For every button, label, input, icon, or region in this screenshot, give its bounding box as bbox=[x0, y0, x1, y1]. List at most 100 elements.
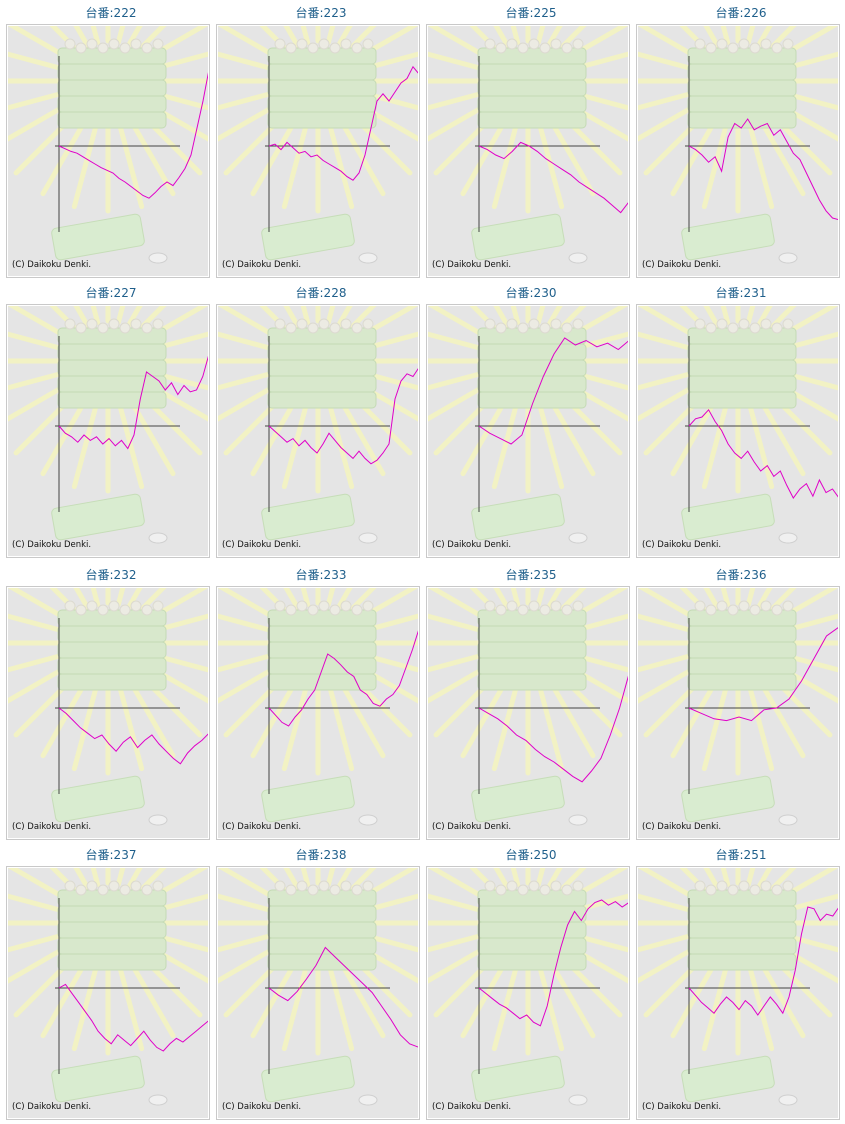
medal-tray-decoration bbox=[57, 359, 167, 377]
medal-box-decoration bbox=[681, 1055, 775, 1103]
medal-coin-decoration bbox=[506, 318, 518, 330]
graph-frame[interactable]: (C) Daikoku Denki. bbox=[6, 866, 210, 1120]
machine-number-label[interactable]: 台番:226 bbox=[715, 6, 767, 20]
slump-graph: (C) Daikoku Denki. bbox=[428, 306, 628, 556]
graph-frame[interactable]: (C) Daikoku Denki. bbox=[216, 24, 420, 278]
machine-number-label[interactable]: 台番:223 bbox=[295, 6, 347, 20]
machine-number-label[interactable]: 台番:232 bbox=[85, 568, 137, 582]
sunburst-ray bbox=[493, 868, 511, 891]
graph-frame[interactable]: (C) Daikoku Denki. bbox=[6, 24, 210, 278]
medal-coin-decoration bbox=[274, 880, 286, 892]
medal-coin-decoration bbox=[340, 318, 352, 330]
copyright-text: (C) Daikoku Denki. bbox=[642, 822, 721, 832]
slump-graph: (C) Daikoku Denki. bbox=[218, 306, 418, 556]
coin-decoration bbox=[148, 252, 168, 264]
medal-tray-decoration bbox=[57, 953, 167, 971]
graph-frame[interactable]: (C) Daikoku Denki. bbox=[636, 866, 840, 1120]
medal-coin-decoration bbox=[86, 318, 98, 330]
slump-graph: (C) Daikoku Denki. bbox=[8, 26, 208, 276]
medal-coin-decoration bbox=[539, 884, 551, 896]
graph-frame[interactable]: (C) Daikoku Denki. bbox=[426, 586, 630, 840]
graph-frame[interactable]: (C) Daikoku Denki. bbox=[636, 304, 840, 558]
medal-tray-decoration bbox=[267, 111, 377, 129]
medal-tray-decoration bbox=[477, 375, 587, 393]
medal-tray-decoration bbox=[267, 937, 377, 955]
medal-coin-decoration bbox=[97, 322, 109, 334]
machine-number-label[interactable]: 台番:236 bbox=[715, 568, 767, 582]
graph-frame[interactable]: (C) Daikoku Denki. bbox=[216, 586, 420, 840]
series-line bbox=[58, 355, 208, 450]
medal-tray-decoration bbox=[267, 95, 377, 113]
sunburst-ray bbox=[510, 306, 521, 325]
graph-frame[interactable]: (C) Daikoku Denki. bbox=[6, 586, 210, 840]
slump-graph: (C) Daikoku Denki. bbox=[428, 588, 628, 838]
medal-coin-decoration bbox=[550, 600, 562, 612]
medal-tray-decoration bbox=[477, 359, 587, 377]
graph-cell: 台番:231 (C) Daikoku Denki. bbox=[636, 280, 845, 560]
medal-coin-decoration bbox=[119, 42, 131, 54]
graph-frame[interactable]: (C) Daikoku Denki. bbox=[636, 586, 840, 840]
medal-coin-decoration bbox=[716, 880, 728, 892]
series-line bbox=[268, 368, 418, 465]
medal-coin-decoration bbox=[495, 322, 507, 334]
graph-cell: 台番:223 (C) Daikoku Denki. bbox=[216, 0, 426, 280]
machine-number-label[interactable]: 台番:251 bbox=[715, 848, 767, 862]
sunburst-ray bbox=[73, 26, 91, 49]
medal-box-decoration bbox=[51, 775, 145, 823]
graph-frame[interactable]: (C) Daikoku Denki. bbox=[426, 866, 630, 1120]
sunburst-ray bbox=[493, 26, 511, 49]
copyright-text: (C) Daikoku Denki. bbox=[642, 1102, 721, 1112]
machine-number-label[interactable]: 台番:237 bbox=[85, 848, 137, 862]
copyright-text: (C) Daikoku Denki. bbox=[222, 540, 301, 550]
machine-number-label[interactable]: 台番:238 bbox=[295, 848, 347, 862]
medal-coin-decoration bbox=[517, 884, 529, 896]
medal-coin-decoration bbox=[782, 38, 794, 50]
medal-coin-decoration bbox=[97, 604, 109, 616]
sunburst-ray bbox=[701, 959, 731, 1052]
machine-number-label[interactable]: 台番:227 bbox=[85, 286, 137, 300]
graph-frame[interactable]: (C) Daikoku Denki. bbox=[6, 304, 210, 558]
machine-number-label[interactable]: 台番:230 bbox=[505, 286, 557, 300]
graph-frame[interactable]: (C) Daikoku Denki. bbox=[216, 866, 420, 1120]
medal-coin-decoration bbox=[75, 42, 87, 54]
sunburst-ray bbox=[218, 893, 282, 916]
copyright-text: (C) Daikoku Denki. bbox=[432, 822, 511, 832]
machine-number-label[interactable]: 台番:222 bbox=[85, 6, 137, 20]
medal-coin-decoration bbox=[351, 884, 363, 896]
medal-coin-decoration bbox=[528, 880, 540, 892]
graph-cell: 台番:225 (C) Daikoku Denki. bbox=[426, 0, 636, 280]
medal-tray-decoration bbox=[477, 937, 587, 955]
sunburst-ray bbox=[8, 613, 72, 636]
medal-coin-decoration bbox=[760, 880, 772, 892]
graph-frame[interactable]: (C) Daikoku Denki. bbox=[636, 24, 840, 278]
medal-coin-decoration bbox=[318, 600, 330, 612]
sunburst-ray bbox=[325, 868, 336, 887]
machine-number-label[interactable]: 台番:231 bbox=[715, 286, 767, 300]
sunburst-ray bbox=[335, 113, 386, 197]
machine-number-label[interactable]: 台番:225 bbox=[505, 6, 557, 20]
medal-tray-decoration bbox=[57, 641, 167, 659]
graph-cell: 台番:232 (C) Daikoku Denki. bbox=[6, 562, 216, 842]
graph-frame[interactable]: (C) Daikoku Denki. bbox=[216, 304, 420, 558]
sunburst-ray bbox=[300, 306, 311, 325]
machine-number-label[interactable]: 台番:233 bbox=[295, 568, 347, 582]
medal-coin-decoration bbox=[329, 604, 341, 616]
sunburst-ray bbox=[745, 868, 756, 887]
medal-coin-decoration bbox=[318, 880, 330, 892]
machine-number-label[interactable]: 台番:235 bbox=[505, 568, 557, 582]
medal-tray-decoration bbox=[57, 937, 167, 955]
medal-tray-decoration bbox=[477, 343, 587, 361]
sunburst-ray bbox=[8, 51, 72, 74]
machine-number-label[interactable]: 台番:250 bbox=[505, 848, 557, 862]
machine-number-label[interactable]: 台番:228 bbox=[295, 286, 347, 300]
coin-decoration bbox=[358, 814, 378, 826]
medal-coin-decoration bbox=[517, 42, 529, 54]
medal-coin-decoration bbox=[749, 884, 761, 896]
sunburst-ray bbox=[535, 306, 546, 325]
medal-tray-decoration bbox=[267, 79, 377, 97]
graph-frame[interactable]: (C) Daikoku Denki. bbox=[426, 304, 630, 558]
medal-box-decoration bbox=[261, 1055, 355, 1103]
coin-decoration bbox=[148, 814, 168, 826]
graph-frame[interactable]: (C) Daikoku Denki. bbox=[426, 24, 630, 278]
medal-coin-decoration bbox=[716, 38, 728, 50]
